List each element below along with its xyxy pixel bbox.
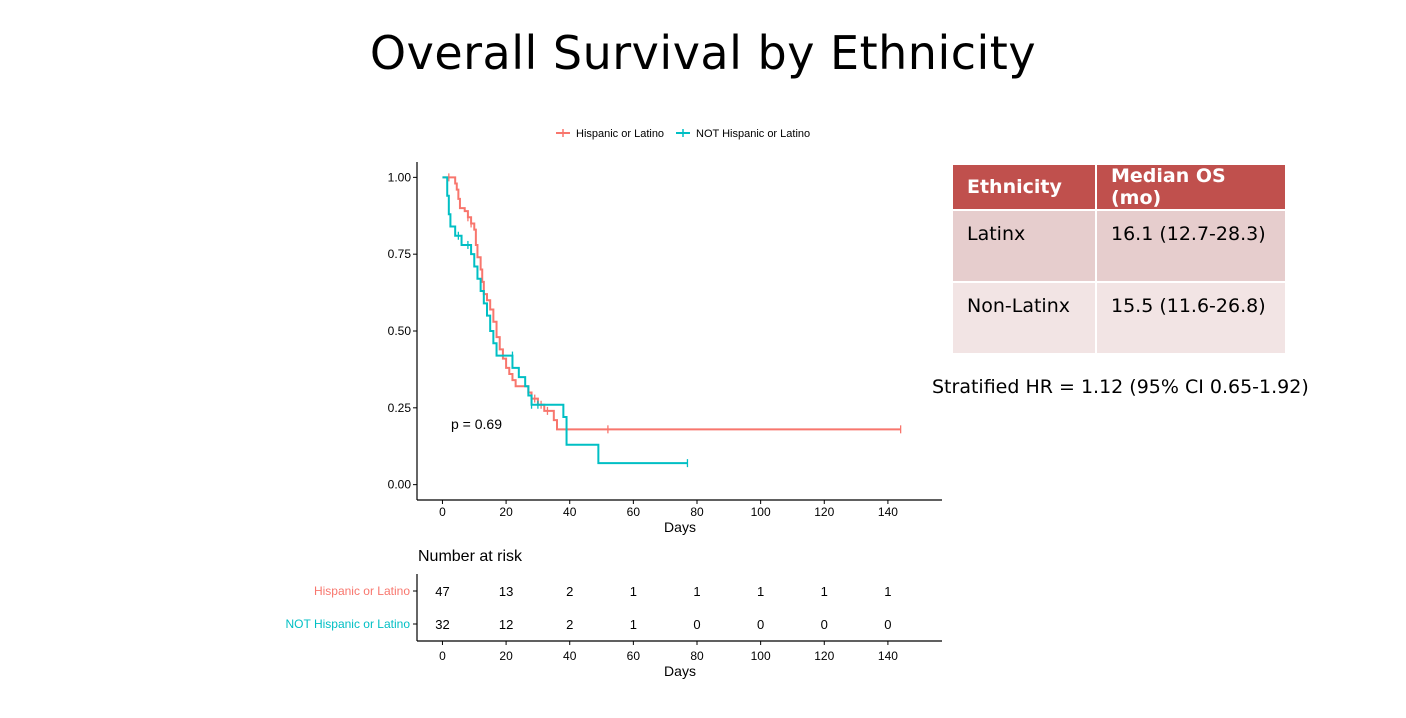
risk-row-label: NOT Hispanic or Latino (286, 617, 411, 631)
risk-count: 1 (630, 584, 637, 599)
x-tick-label: 80 (690, 505, 704, 519)
table-row: Non-Latinx 15.5 (11.6-26.8) (953, 282, 1287, 355)
x-axis-title: Days (664, 519, 696, 535)
risk-x-tick-label: 60 (627, 649, 641, 663)
x-tick-label: 40 (563, 505, 577, 519)
cell-ethnicity-non-latinx: Non-Latinx (953, 282, 1097, 355)
risk-x-tick-label: 20 (499, 649, 513, 663)
risk-count: 0 (757, 617, 764, 632)
x-tick-label: 20 (499, 505, 513, 519)
x-tick-label: 140 (878, 505, 898, 519)
risk-count: 1 (821, 584, 828, 599)
y-tick-label: 0.75 (388, 247, 412, 261)
risk-count: 1 (693, 584, 700, 599)
x-ticks: 0 20 40 60 80 100 120 140 (439, 500, 898, 519)
risk-count: 0 (884, 617, 891, 632)
risk-x-ticks: 0 20 40 60 80 100 120 140 (439, 641, 898, 663)
risk-count: 13 (499, 584, 513, 599)
risk-x-tick-label: 0 (439, 649, 446, 663)
median-os-table: Ethnicity Median OS (mo) Latinx 16.1 (12… (953, 165, 1287, 355)
risk-table-axes (416, 574, 942, 642)
p-value-annotation: p = 0.69 (451, 416, 502, 432)
x-tick-label: 0 (439, 505, 446, 519)
cell-median-non-latinx: 15.5 (11.6-26.8) (1096, 282, 1287, 355)
risk-count: 47 (435, 584, 449, 599)
risk-x-axis-title: Days (664, 663, 696, 679)
series-line-hispanic (442, 176, 901, 431)
risk-count: 1 (630, 617, 637, 632)
header-median-os: Median OS (mo) (1096, 165, 1287, 211)
median-table-header-row: Ethnicity Median OS (mo) (953, 165, 1287, 211)
slide-title: Overall Survival by Ethnicity (369, 26, 1037, 80)
cell-median-latinx: 16.1 (12.7-28.3) (1096, 210, 1287, 283)
risk-row-label: Hispanic or Latino (314, 584, 410, 598)
y-ticks: 0.00 0.25 0.50 0.75 1.00 (388, 170, 417, 492)
risk-x-tick-label: 140 (878, 649, 898, 663)
header-ethnicity: Ethnicity (953, 165, 1097, 211)
x-tick-label: 120 (814, 505, 834, 519)
risk-count: 0 (821, 617, 828, 632)
legend-label-hispanic: Hispanic or Latino (576, 128, 664, 140)
hazard-ratio-note: Stratified HR = 1.12 (95% CI 0.65-1.92) (932, 376, 1309, 398)
y-tick-label: 0.25 (388, 401, 412, 415)
y-tick-label: 0.00 (388, 478, 412, 492)
x-tick-label: 60 (627, 505, 641, 519)
y-tick-label: 0.50 (388, 324, 412, 338)
risk-count: 32 (435, 617, 449, 632)
table-row: Latinx 16.1 (12.7-28.3) (953, 210, 1287, 283)
x-tick-label: 100 (751, 505, 771, 519)
risk-x-tick-label: 120 (814, 649, 834, 663)
risk-x-tick-label: 80 (690, 649, 704, 663)
risk-count: 12 (499, 617, 513, 632)
legend-label-not-hispanic: NOT Hispanic or Latino (696, 128, 810, 140)
risk-count: 2 (566, 584, 573, 599)
series-layer (442, 173, 902, 468)
risk-table-title: Number at risk (418, 548, 523, 565)
risk-count: 1 (757, 584, 764, 599)
risk-count: 0 (693, 617, 700, 632)
risk-x-tick-label: 100 (751, 649, 771, 663)
risk-count: 2 (566, 617, 573, 632)
chart-legend: Hispanic or Latino NOT Hispanic or Latin… (556, 128, 810, 140)
risk-x-tick-label: 40 (563, 649, 577, 663)
cell-ethnicity-latinx: Latinx (953, 210, 1097, 283)
series-line-not-hispanic (442, 176, 688, 465)
risk-count: 1 (884, 584, 891, 599)
y-tick-label: 1.00 (388, 170, 412, 184)
